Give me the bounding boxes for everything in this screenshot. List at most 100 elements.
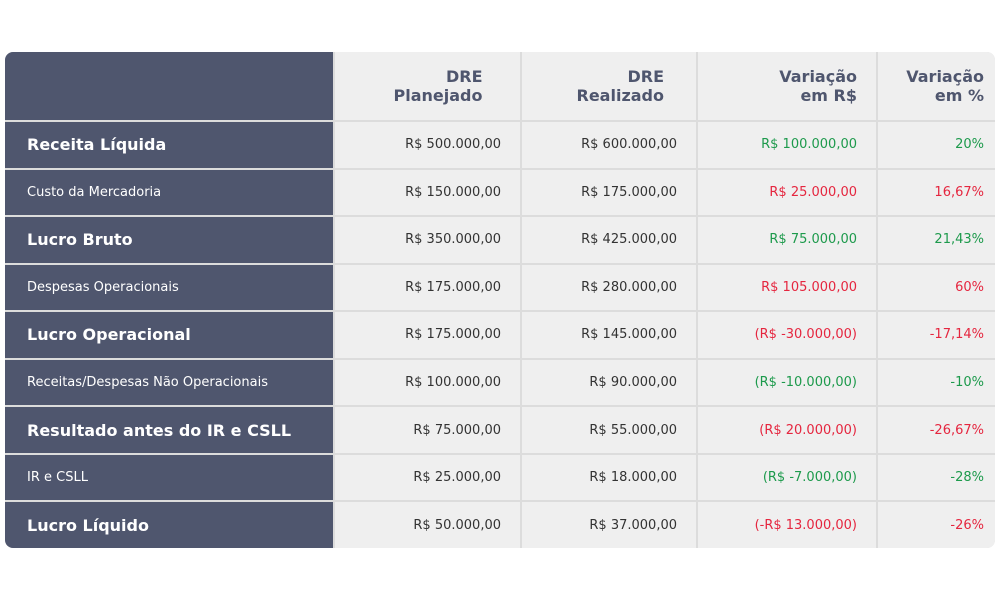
cell: R$ 55.000,00 — [522, 407, 696, 453]
cell: R$ 350.000,00 — [335, 217, 520, 263]
cell-text: R$ 37.000,00 — [589, 517, 677, 533]
column-header: DRE Realizado — [522, 52, 696, 120]
cell-text: R$ 75.000,00 — [769, 232, 857, 248]
cell: R$ 25.000,00 — [698, 169, 876, 216]
row-label: Custo da Mercadoria — [5, 169, 333, 216]
cell-text: R$ 500.000,00 — [405, 137, 501, 153]
cell: -28% — [878, 454, 995, 501]
row-label: Receitas/Despesas Não Operacionais — [5, 359, 333, 406]
cell-text: -28% — [950, 470, 984, 486]
cell-text: R$ 90.000,00 — [589, 375, 677, 391]
cell-text: 16,67% — [934, 184, 984, 200]
cell-text: 60% — [955, 279, 984, 295]
row-label: Despesas Operacionais — [5, 264, 333, 311]
cell-text: (R$ -30.000,00) — [754, 327, 857, 343]
cell: R$ 18.000,00 — [522, 454, 696, 501]
cell-text: (R$ 20.000,00) — [759, 422, 857, 438]
row-label-text: Receita Líquida — [27, 135, 167, 155]
cell-text: R$ 350.000,00 — [405, 232, 501, 248]
cell: 16,67% — [878, 169, 995, 216]
cell-text: R$ 55.000,00 — [589, 422, 677, 438]
cell: 20% — [878, 122, 995, 168]
cell-text: (-R$ 13.000,00) — [754, 517, 857, 533]
cell: R$ 280.000,00 — [522, 264, 696, 311]
cell: 21,43% — [878, 217, 995, 263]
dre-table: DRE Planejado DRE Realizado Variação em R$… — [5, 52, 995, 548]
column-header: Variação em % — [878, 52, 995, 120]
cell: R$ 150.000,00 — [335, 169, 520, 216]
row-label-text: Receitas/Despesas Não Operacionais — [27, 375, 268, 391]
cell-text: -17,14% — [929, 327, 984, 343]
row-label-text: Lucro Líquido — [27, 515, 149, 535]
cell: 60% — [878, 264, 995, 311]
cell-text: (R$ -10.000,00) — [754, 375, 857, 391]
cell: R$ 100.000,00 — [698, 122, 876, 168]
cell: R$ 90.000,00 — [522, 359, 696, 406]
row-label-text: Resultado antes do IR e CSLL — [27, 420, 292, 440]
header-corner — [5, 52, 333, 120]
cell-text: R$ 25.000,00 — [769, 184, 857, 200]
cell-text: R$ 175.000,00 — [581, 184, 677, 200]
row-label: Resultado antes do IR e CSLL — [5, 407, 333, 453]
cell-text: 20% — [955, 137, 984, 153]
cell: R$ 500.000,00 — [335, 122, 520, 168]
cell-text: R$ 105.000,00 — [761, 279, 857, 295]
column-header-text: Variação em % — [906, 67, 984, 105]
cell: -17,14% — [878, 312, 995, 358]
cell: R$ 25.000,00 — [335, 454, 520, 501]
cell: R$ 75.000,00 — [335, 407, 520, 453]
cell-text: R$ 145.000,00 — [581, 327, 677, 343]
row-label-text: Lucro Operacional — [27, 325, 191, 345]
cell-text: R$ 25.000,00 — [413, 470, 501, 486]
row-label-text: IR e CSLL — [27, 470, 88, 486]
column-header-text: DRE Planejado — [393, 67, 483, 105]
cell-text: R$ 100.000,00 — [405, 375, 501, 391]
row-label: Receita Líquida — [5, 122, 333, 168]
cell-text: 21,43% — [934, 232, 984, 248]
row-label: Lucro Operacional — [5, 312, 333, 358]
row-label: Lucro Bruto — [5, 217, 333, 263]
cell: R$ 100.000,00 — [335, 359, 520, 406]
cell-text: R$ 100.000,00 — [761, 137, 857, 153]
cell: R$ 600.000,00 — [522, 122, 696, 168]
column-header-text: DRE Realizado — [576, 67, 665, 105]
cell: (R$ -30.000,00) — [698, 312, 876, 358]
cell: (R$ -7.000,00) — [698, 454, 876, 501]
cell: R$ 425.000,00 — [522, 217, 696, 263]
cell: -26,67% — [878, 407, 995, 453]
cell-text: -26% — [950, 517, 984, 533]
cell-text: R$ 50.000,00 — [413, 517, 501, 533]
cell-text: R$ 600.000,00 — [581, 137, 677, 153]
column-header: Variação em R$ — [698, 52, 876, 120]
cell-text: R$ 425.000,00 — [581, 232, 677, 248]
cell-text: -26,67% — [929, 422, 984, 438]
row-label: Lucro Líquido — [5, 502, 333, 548]
cell-text: R$ 280.000,00 — [581, 279, 677, 295]
cell: R$ 175.000,00 — [522, 169, 696, 216]
cell: R$ 37.000,00 — [522, 502, 696, 548]
cell: (-R$ 13.000,00) — [698, 502, 876, 548]
cell: R$ 175.000,00 — [335, 264, 520, 311]
cell: R$ 105.000,00 — [698, 264, 876, 311]
cell-text: R$ 150.000,00 — [405, 184, 501, 200]
cell-text: R$ 175.000,00 — [405, 327, 501, 343]
cell: -10% — [878, 359, 995, 406]
cell-text: -10% — [950, 375, 984, 391]
cell: R$ 50.000,00 — [335, 502, 520, 548]
row-label-text: Custo da Mercadoria — [27, 184, 162, 200]
row-label-text: Despesas Operacionais — [27, 279, 179, 295]
cell-text: R$ 75.000,00 — [413, 422, 501, 438]
cell: (R$ -10.000,00) — [698, 359, 876, 406]
column-header: DRE Planejado — [335, 52, 520, 120]
cell-text: R$ 175.000,00 — [405, 279, 501, 295]
cell: R$ 175.000,00 — [335, 312, 520, 358]
cell-text: (R$ -7.000,00) — [762, 470, 857, 486]
column-header-text: Variação em R$ — [779, 67, 857, 105]
cell: -26% — [878, 502, 995, 548]
row-label: IR e CSLL — [5, 454, 333, 501]
cell-text: R$ 18.000,00 — [589, 470, 677, 486]
cell: R$ 75.000,00 — [698, 217, 876, 263]
cell: R$ 145.000,00 — [522, 312, 696, 358]
cell: (R$ 20.000,00) — [698, 407, 876, 453]
